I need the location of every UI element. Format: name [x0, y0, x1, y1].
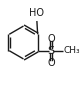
- Text: HO: HO: [29, 8, 44, 18]
- Text: S: S: [47, 46, 55, 56]
- Text: CH₃: CH₃: [64, 46, 80, 55]
- Text: O: O: [47, 58, 55, 68]
- Text: O: O: [47, 34, 55, 44]
